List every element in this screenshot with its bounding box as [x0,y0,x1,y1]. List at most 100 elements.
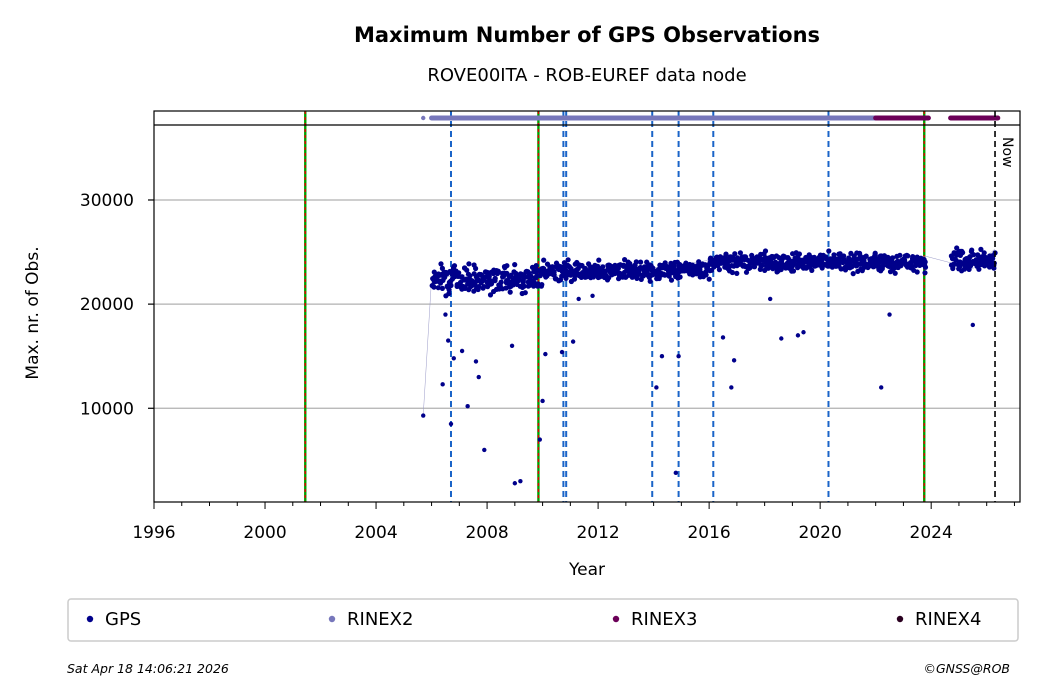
gps-point [990,255,996,261]
gps-point [790,268,797,274]
legend-marker-rinex3 [612,615,620,623]
legend-label-rinex2: RINEX2 [347,609,413,630]
x-tick-label: 1996 [132,523,175,543]
gps-point [957,264,963,270]
gps-point [465,403,470,409]
legend-label-gps: GPS [105,609,141,630]
gps-point [850,271,856,277]
gps-point [446,338,451,343]
gps-point [826,248,832,254]
legend-item-rinex2: RINEX2 [328,609,413,630]
gps-point [579,262,585,269]
gps-point [732,251,738,257]
gps-point [473,359,479,364]
gps-point [659,353,665,359]
gps-point [522,290,528,296]
footer-timestamp: Sat Apr 18 14:06:21 2026 [67,661,229,676]
chart-title: Maximum Number of GPS Observations [354,23,820,47]
gps-point [538,283,545,289]
gps-point [451,263,458,269]
legend-marker-gps [86,615,94,623]
gps-point [446,291,452,297]
x-tick-label: 2016 [687,523,730,543]
legend-label-rinex3: RINEX3 [631,609,697,630]
gps-point [600,264,606,270]
gps-point [831,252,837,258]
x-axis-label: Year [568,560,605,580]
gps-point [720,335,726,340]
gps-point [565,257,571,263]
gps-point [706,276,712,282]
gps-point [595,263,601,269]
gps-point [504,263,510,269]
gps-point [654,385,659,390]
gps-point [533,263,539,269]
gps-point [905,253,911,259]
gps-point [677,274,683,280]
availability-rinex2 [421,115,426,121]
gps-point [914,269,920,275]
gps-point [512,481,518,486]
gps-point [922,264,929,270]
gps-point [448,421,454,427]
gps-point [668,277,675,283]
gps-point [960,250,966,256]
gps-point [488,281,495,287]
gps-point [431,284,437,290]
gps-point [716,267,723,273]
x-tick-label: 2012 [576,523,619,543]
gps-point [459,348,465,354]
y-tick-label: 20000 [80,295,134,315]
legend-item-rinex3: RINEX3 [612,609,697,630]
x-tick-label: 2020 [799,523,842,543]
y-axis-label: Max. nr. of Obs. [23,246,43,379]
gps-point [872,250,878,256]
gps-point [540,398,545,404]
gps-point [976,266,982,272]
gps-point [435,285,441,291]
gps-point [476,284,482,290]
gps-point [729,269,736,276]
gps-point [498,279,504,285]
gps-point [431,269,437,275]
gps-point [509,343,515,348]
gps-point [487,292,494,298]
gps-point [443,312,448,317]
gps-point [571,276,578,282]
gps-point [473,265,479,272]
gps-point [446,287,452,293]
gps-point [796,251,803,257]
gps-point [421,413,426,418]
gps-point [508,272,514,278]
gps-point [467,273,473,279]
gps-point [981,250,987,256]
gps-point [897,252,903,258]
now-label: Now [999,137,1015,168]
gps-point [537,437,543,442]
gps-point [451,356,456,361]
gps-point [456,270,462,276]
gps-point [481,284,487,290]
gps-point [486,273,492,279]
gps-point [440,382,445,387]
gps-point [590,293,595,298]
gps-point [922,270,928,276]
legend-item-gps: GPS [86,609,141,630]
gps-point [971,252,977,258]
gps-point [596,257,602,263]
gps-point [528,273,534,279]
gps-point [795,333,801,338]
gps-point [703,272,709,278]
gps-point [439,285,445,291]
gps-point [824,256,830,262]
gps-point [734,270,740,276]
gps-point [541,257,547,263]
footer-copyright: ©GNSS@ROB [923,661,1010,676]
x-tick-label: 2000 [243,523,286,543]
gps-point [576,296,581,302]
gps-point [647,278,653,284]
y-tick-label: 10000 [80,399,134,419]
x-tick-label: 2004 [354,523,397,543]
gps-point [922,259,928,265]
